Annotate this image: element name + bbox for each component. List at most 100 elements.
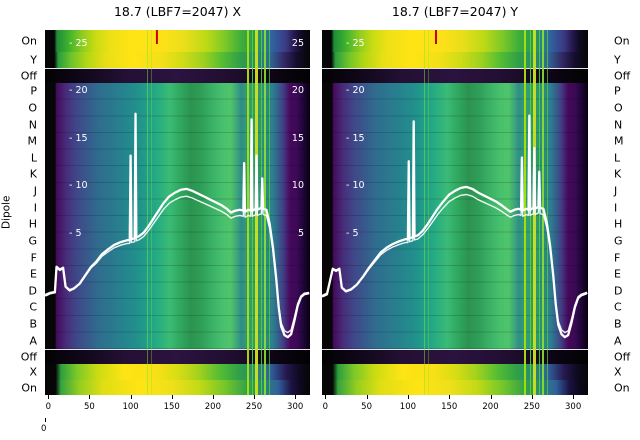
value-tick-label: - 20 — [69, 85, 88, 96]
vertical-streak — [264, 30, 267, 395]
heatmap-row — [322, 380, 588, 395]
vertical-streak — [547, 30, 549, 395]
x-tick-label: 100 — [399, 402, 417, 412]
value-tick-label: - 10 — [69, 180, 88, 191]
vertical-streak — [524, 30, 527, 395]
corner-tick-mark — [45, 418, 46, 422]
x-tick-label: 300 — [287, 402, 304, 412]
row-label: B — [29, 317, 37, 331]
row-label: A — [614, 334, 622, 348]
x-tick-label: 200 — [204, 402, 221, 412]
x-tick-mark — [48, 395, 50, 399]
x-tick-label: 300 — [565, 402, 582, 412]
x-tick-label: 50 — [361, 402, 373, 412]
row-label: P — [30, 84, 37, 98]
row-label: O — [614, 101, 623, 115]
row-label: Off — [614, 350, 631, 363]
row-label: J — [33, 184, 37, 198]
row-label: A — [29, 334, 37, 348]
value-tick-label: - 5 — [69, 227, 82, 239]
dipole-axis-label: Dipole — [0, 195, 13, 230]
x-tick-label: 50 — [84, 402, 95, 412]
x-tick-mark — [449, 395, 451, 399]
vertical-streak — [151, 30, 153, 395]
x-tick-mark — [490, 395, 492, 399]
row-label: M — [27, 134, 38, 148]
row-label: Off — [614, 69, 631, 82]
heatmap-plot: - 25 25 - 20 20 - 15 15 - 10 10 - 5 5 — [45, 30, 310, 395]
row-label: On — [21, 34, 37, 48]
row-label: Off — [20, 69, 37, 82]
x-tick-label: 250 — [523, 402, 540, 412]
vertical-streak — [428, 30, 430, 395]
heatmap-plot: - 25 - 20 - 15 - 10 - 5 — [322, 30, 588, 395]
value-tick-label: - 25 — [346, 37, 365, 49]
panel-title: 18.7 (LBF7=2047) X — [113, 4, 242, 19]
x-tick-label: 150 — [163, 402, 180, 412]
vertical-streak — [532, 30, 536, 395]
row-label: J — [614, 184, 618, 198]
value-tick-label-right: 20 — [291, 85, 304, 96]
row-label: D — [28, 284, 37, 298]
heatmap-row — [322, 52, 588, 68]
row-label: On — [21, 381, 37, 394]
row-label: P — [614, 84, 621, 98]
x-tick-label: 200 — [482, 402, 499, 412]
row-label: N — [614, 118, 623, 132]
row-label: I — [614, 201, 618, 215]
row-label: F — [30, 251, 37, 265]
profile-curve-secondary — [46, 127, 309, 332]
value-tick-label: - 20 — [346, 85, 365, 96]
x-tick-mark — [325, 395, 327, 399]
profile-curve — [323, 116, 587, 337]
row-label: N — [28, 118, 37, 132]
row-label: E — [614, 267, 621, 281]
value-tick-label: - 15 — [69, 132, 88, 144]
row-label: F — [614, 251, 621, 265]
row-label: L — [614, 151, 621, 165]
vertical-streak — [146, 30, 148, 395]
row-label: H — [614, 217, 623, 231]
heatmap-row — [45, 364, 310, 380]
value-tick-label: - 5 — [346, 227, 359, 239]
x-tick-mark — [130, 395, 132, 399]
row-label: G — [28, 234, 37, 248]
row-label: K — [614, 167, 622, 181]
value-tick-label-right: 15 — [291, 132, 304, 144]
heatmap-row — [45, 30, 310, 52]
row-label: H — [28, 217, 37, 231]
vertical-streak — [269, 30, 271, 395]
value-tick-label: - 25 — [69, 37, 88, 49]
x-tick-mark — [171, 395, 173, 399]
row-label: D — [614, 284, 623, 298]
x-tick-mark — [295, 395, 297, 399]
row-label: B — [614, 317, 622, 331]
profile-overlay — [45, 30, 310, 395]
heatmap-row — [45, 380, 310, 395]
vertical-streak — [254, 30, 258, 395]
x-tick-label: 100 — [122, 402, 139, 412]
row-label: Y — [30, 53, 37, 67]
x-tick-mark — [573, 395, 575, 399]
x-axis: 0 50 100 150 200 250 300 — [45, 395, 310, 435]
row-label: O — [28, 101, 37, 115]
heatmap-row — [45, 349, 310, 364]
heatmap-row — [45, 68, 310, 83]
x-tick-label: 150 — [441, 402, 458, 412]
heatmap-row — [45, 52, 310, 68]
row-label: C — [29, 300, 37, 314]
x-axis: 0 50 100 150 200 250 300 — [322, 395, 588, 435]
row-label: M — [614, 134, 624, 148]
value-tick-label-right: 5 — [297, 227, 304, 239]
row-label: On — [614, 34, 630, 48]
panel-title: 18.7 (LBF7=2047) Y — [391, 4, 519, 19]
x-tick-label: 0 — [322, 402, 329, 412]
row-label: On — [614, 381, 630, 394]
corner-tick-label: 0 — [41, 424, 47, 434]
row-label: I — [33, 201, 37, 215]
row-labels-left: On Y Off P O N M L K J I H G F E D C B A Off X On — [13, 30, 43, 395]
x-tick-label: 0 — [45, 402, 51, 412]
row-label: L — [30, 151, 37, 165]
heatmap-panel: 18.7 (LBF7=2047) X - 25 25 - 20 20 - 15 15 - 1… — [45, 0, 310, 440]
x-tick-mark — [89, 395, 91, 399]
